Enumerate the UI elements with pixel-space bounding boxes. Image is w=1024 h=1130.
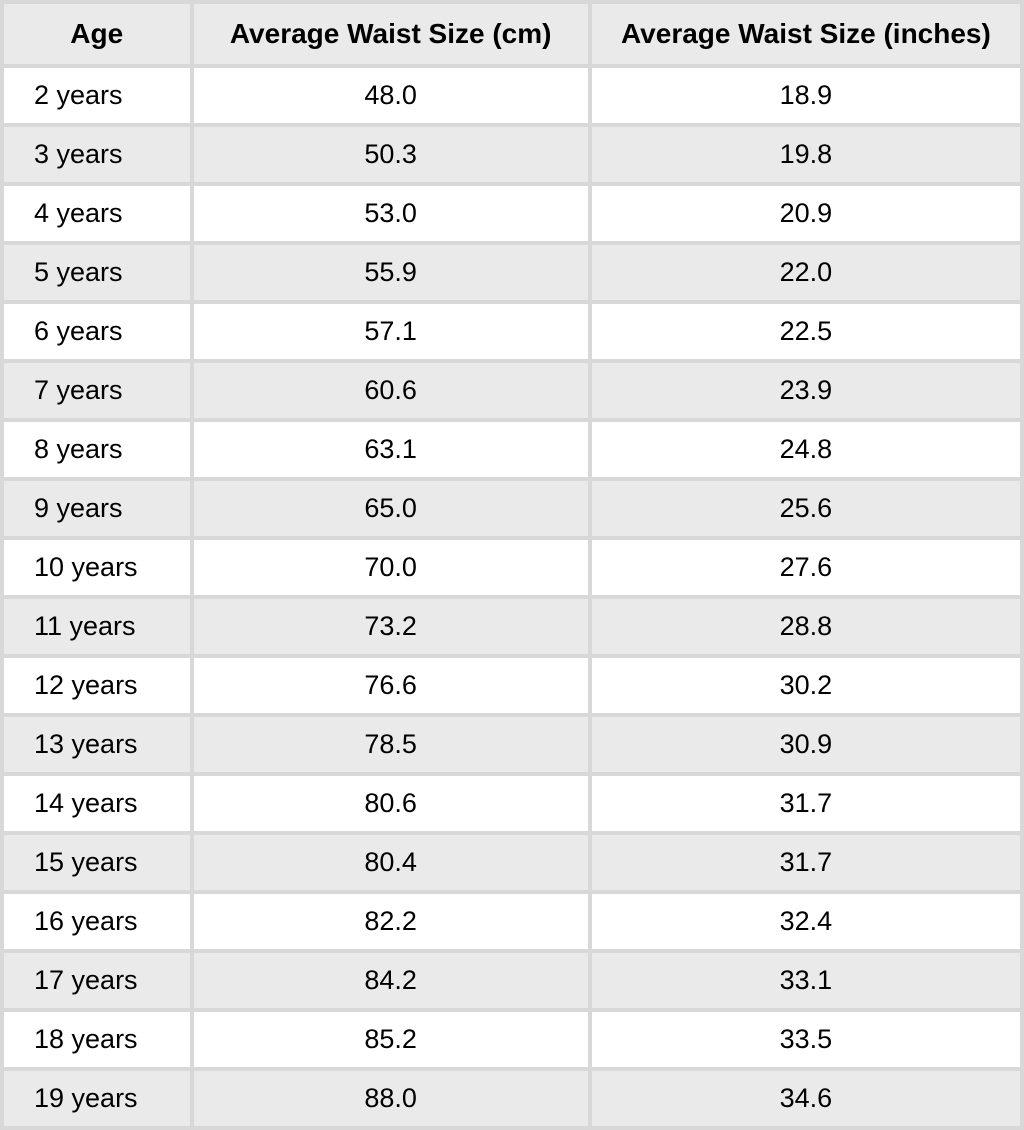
table-header-row: Age Average Waist Size (cm) Average Wais… — [2, 2, 1022, 66]
cell-cm: 65.0 — [192, 479, 590, 538]
cell-cm: 80.4 — [192, 833, 590, 892]
cell-age: 5 years — [2, 243, 192, 302]
cell-cm: 57.1 — [192, 302, 590, 361]
table-row: 5 years55.922.0 — [2, 243, 1022, 302]
cell-cm: 80.6 — [192, 774, 590, 833]
cell-age: 6 years — [2, 302, 192, 361]
waist-size-table: Age Average Waist Size (cm) Average Wais… — [0, 0, 1024, 1130]
cell-age: 7 years — [2, 361, 192, 420]
cell-age: 3 years — [2, 125, 192, 184]
cell-cm: 53.0 — [192, 184, 590, 243]
table-row: 18 years85.233.5 — [2, 1010, 1022, 1069]
cell-age: 18 years — [2, 1010, 192, 1069]
cell-age: 2 years — [2, 66, 192, 125]
cell-cm: 48.0 — [192, 66, 590, 125]
table-row: 4 years53.020.9 — [2, 184, 1022, 243]
cell-age: 19 years — [2, 1069, 192, 1128]
cell-age: 12 years — [2, 656, 192, 715]
table-row: 15 years80.431.7 — [2, 833, 1022, 892]
cell-inches: 19.8 — [590, 125, 1022, 184]
cell-age: 14 years — [2, 774, 192, 833]
cell-age: 11 years — [2, 597, 192, 656]
table-row: 8 years63.124.8 — [2, 420, 1022, 479]
cell-inches: 33.5 — [590, 1010, 1022, 1069]
cell-inches: 20.9 — [590, 184, 1022, 243]
cell-age: 15 years — [2, 833, 192, 892]
cell-age: 9 years — [2, 479, 192, 538]
cell-cm: 85.2 — [192, 1010, 590, 1069]
cell-cm: 84.2 — [192, 951, 590, 1010]
table-row: 11 years73.228.8 — [2, 597, 1022, 656]
cell-cm: 63.1 — [192, 420, 590, 479]
table-row: 19 years88.034.6 — [2, 1069, 1022, 1128]
table-row: 9 years65.025.6 — [2, 479, 1022, 538]
table-row: 17 years84.233.1 — [2, 951, 1022, 1010]
cell-inches: 33.1 — [590, 951, 1022, 1010]
cell-inches: 23.9 — [590, 361, 1022, 420]
table-row: 6 years57.122.5 — [2, 302, 1022, 361]
table-row: 7 years60.623.9 — [2, 361, 1022, 420]
cell-inches: 22.5 — [590, 302, 1022, 361]
cell-age: 10 years — [2, 538, 192, 597]
cell-cm: 55.9 — [192, 243, 590, 302]
cell-inches: 28.8 — [590, 597, 1022, 656]
cell-inches: 30.2 — [590, 656, 1022, 715]
cell-cm: 78.5 — [192, 715, 590, 774]
cell-cm: 76.6 — [192, 656, 590, 715]
table-row: 12 years76.630.2 — [2, 656, 1022, 715]
cell-cm: 60.6 — [192, 361, 590, 420]
cell-cm: 73.2 — [192, 597, 590, 656]
table-row: 2 years48.018.9 — [2, 66, 1022, 125]
cell-inches: 32.4 — [590, 892, 1022, 951]
cell-inches: 31.7 — [590, 774, 1022, 833]
cell-age: 13 years — [2, 715, 192, 774]
column-header-inches: Average Waist Size (inches) — [590, 2, 1022, 66]
table-row: 10 years70.027.6 — [2, 538, 1022, 597]
cell-inches: 30.9 — [590, 715, 1022, 774]
cell-cm: 88.0 — [192, 1069, 590, 1128]
cell-age: 17 years — [2, 951, 192, 1010]
cell-cm: 50.3 — [192, 125, 590, 184]
cell-cm: 70.0 — [192, 538, 590, 597]
column-header-cm: Average Waist Size (cm) — [192, 2, 590, 66]
cell-inches: 24.8 — [590, 420, 1022, 479]
cell-inches: 18.9 — [590, 66, 1022, 125]
column-header-age: Age — [2, 2, 192, 66]
table-row: 16 years82.232.4 — [2, 892, 1022, 951]
cell-age: 4 years — [2, 184, 192, 243]
cell-inches: 27.6 — [590, 538, 1022, 597]
cell-inches: 34.6 — [590, 1069, 1022, 1128]
cell-cm: 82.2 — [192, 892, 590, 951]
cell-inches: 31.7 — [590, 833, 1022, 892]
cell-inches: 22.0 — [590, 243, 1022, 302]
cell-age: 16 years — [2, 892, 192, 951]
cell-age: 8 years — [2, 420, 192, 479]
table-row: 13 years78.530.9 — [2, 715, 1022, 774]
table-row: 14 years80.631.7 — [2, 774, 1022, 833]
cell-inches: 25.6 — [590, 479, 1022, 538]
table-row: 3 years50.319.8 — [2, 125, 1022, 184]
